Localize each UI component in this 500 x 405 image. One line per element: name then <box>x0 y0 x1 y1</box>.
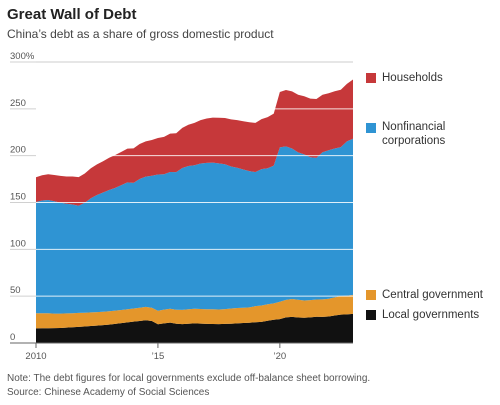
legend-swatch-households <box>366 73 376 83</box>
y-tick-label-0: 0 <box>10 332 15 343</box>
y-tick-label-200: 200 <box>10 145 26 156</box>
legend-swatch-nonfinancial-corporations <box>366 123 376 133</box>
x-tick-label-2015: ’15 <box>152 351 165 362</box>
chart-source: Source: Chinese Academy of Social Scienc… <box>7 387 210 398</box>
y-tick-label-300: 300% <box>10 51 35 62</box>
legend-label-central-government: Central government <box>382 289 483 301</box>
y-tick-label-100: 100 <box>10 238 26 249</box>
area-local-governments <box>36 313 353 343</box>
legend-label-nonfinancial-corporations: Nonfinancial corporations <box>382 120 487 148</box>
chart-note: Note: The debt figures for local governm… <box>7 373 371 384</box>
legend-label-nonfinancial-corporations-text: Nonfinancial corporations <box>382 121 446 147</box>
legend-label-households: Households <box>382 72 443 84</box>
y-tick-label-250: 250 <box>10 98 26 109</box>
area-households <box>36 79 353 206</box>
chart-title: Great Wall of Debt <box>7 6 137 23</box>
y-tick-label-150: 150 <box>10 192 26 203</box>
legend-swatch-local-governments <box>366 310 376 320</box>
legend-swatch-central-government <box>366 290 376 300</box>
legend-label-local-governments: Local governments <box>382 309 480 321</box>
chart-subtitle: China’s debt as a share of gross domesti… <box>7 27 274 41</box>
area-central-government <box>36 294 353 329</box>
x-tick-label-2020: ’20 <box>274 351 287 362</box>
area-nonfinancial-corporations <box>36 138 353 314</box>
y-tick-label-50: 50 <box>10 285 21 296</box>
x-tick-label-2010: 2010 <box>25 351 46 362</box>
